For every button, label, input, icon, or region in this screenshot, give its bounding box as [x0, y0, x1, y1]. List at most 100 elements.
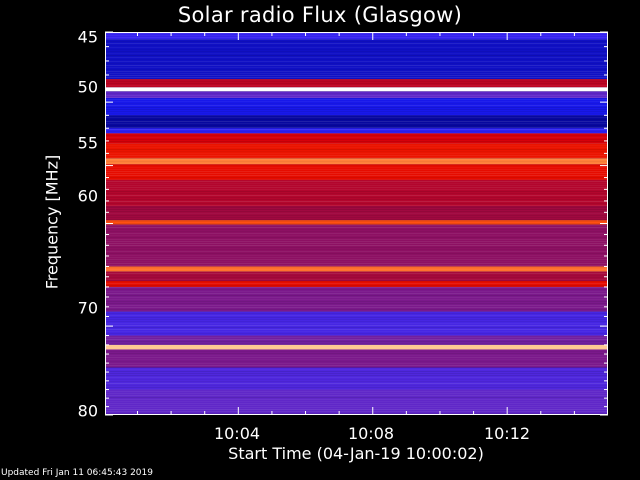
noise-line — [105, 371, 608, 372]
noise-line — [105, 329, 608, 330]
noise-line — [105, 253, 608, 254]
noise-line — [105, 313, 608, 314]
frequency-band — [105, 164, 608, 180]
frequency-band — [105, 311, 608, 336]
noise-line — [105, 87, 608, 88]
noise-line — [105, 257, 608, 258]
noise-line — [105, 121, 608, 122]
noise-line — [105, 99, 608, 100]
noise-line — [105, 73, 608, 74]
frequency-band — [105, 158, 608, 165]
noise-line — [105, 79, 608, 80]
y-tick-label: 80 — [77, 401, 98, 421]
y-tick-label: 60 — [77, 186, 98, 206]
noise-line — [105, 171, 608, 172]
noise-line — [105, 287, 608, 288]
noise-line — [105, 341, 608, 342]
noise-line — [105, 35, 608, 36]
noise-line — [105, 69, 608, 70]
frequency-band — [105, 271, 608, 281]
noise-line — [105, 39, 608, 40]
noise-line — [105, 369, 608, 370]
noise-line — [105, 233, 608, 234]
noise-line — [105, 189, 608, 190]
noise-line — [105, 325, 608, 326]
noise-line — [105, 411, 608, 412]
noise-line — [105, 307, 608, 308]
frequency-band — [105, 32, 608, 40]
y-tick-label: 70 — [77, 298, 98, 318]
noise-line — [105, 261, 608, 262]
frequency-band — [105, 335, 608, 345]
noise-line — [105, 151, 608, 152]
frequency-band — [105, 98, 608, 116]
noise-line — [105, 297, 608, 298]
frequency-band — [105, 87, 608, 92]
noise-line — [105, 205, 608, 206]
noise-line — [105, 213, 608, 214]
noise-line — [105, 163, 608, 164]
noise-line — [105, 409, 608, 410]
noise-line — [105, 301, 608, 302]
noise-line — [105, 373, 608, 374]
noise-line — [105, 129, 608, 130]
noise-line — [105, 67, 608, 68]
noise-line — [105, 237, 608, 238]
noise-line — [105, 173, 608, 174]
noise-line — [105, 117, 608, 118]
noise-line — [105, 345, 608, 346]
x-tick-label: 10:12 — [483, 424, 531, 443]
noise-line — [105, 77, 608, 78]
noise-line — [105, 239, 608, 240]
noise-line — [105, 331, 608, 332]
noise-line — [105, 37, 608, 38]
frequency-bands — [105, 32, 608, 415]
noise-line — [105, 157, 608, 158]
noise-line — [105, 113, 608, 114]
noise-line — [105, 251, 608, 252]
noise-line — [105, 45, 608, 46]
noise-line — [105, 383, 608, 384]
noise-line — [105, 265, 608, 266]
noise-line — [105, 387, 608, 388]
noise-line — [105, 305, 608, 306]
frequency-band — [105, 367, 608, 390]
noise-line — [105, 127, 608, 128]
noise-line — [105, 185, 608, 186]
noise-line — [105, 269, 608, 270]
noise-line — [105, 183, 608, 184]
noise-line — [105, 311, 608, 312]
noise-line — [105, 347, 608, 348]
noise-line — [105, 53, 608, 54]
chart-title: Solar radio Flux (Glasgow) — [177, 3, 463, 27]
noise-line — [105, 85, 608, 86]
noise-line — [105, 141, 608, 142]
noise-line — [105, 231, 608, 232]
y-tick-label: 45 — [77, 27, 98, 47]
noise-line — [105, 33, 608, 34]
frequency-band — [105, 128, 608, 134]
y-tick-label: 50 — [77, 77, 98, 97]
noise-line — [105, 365, 608, 366]
noise-line — [105, 227, 608, 228]
noise-line — [105, 401, 608, 402]
noise-line — [105, 355, 608, 356]
noise-line — [105, 41, 608, 42]
noise-line — [105, 95, 608, 96]
plot-axes — [105, 31, 608, 416]
noise-line — [105, 219, 608, 220]
noise-line — [105, 111, 608, 112]
noise-line — [105, 217, 608, 218]
noise-line — [105, 315, 608, 316]
noise-line — [105, 247, 608, 248]
noise-line — [105, 361, 608, 362]
noise-line — [105, 379, 608, 380]
noise-line — [105, 359, 608, 360]
noise-line — [105, 351, 608, 352]
noise-line — [105, 349, 608, 350]
noise-line — [105, 49, 608, 50]
noise-line — [105, 199, 608, 200]
noise-line — [105, 243, 608, 244]
x-axis-label: Start Time (04-Jan-19 10:00:02) — [228, 444, 484, 463]
noise-line — [105, 97, 608, 98]
